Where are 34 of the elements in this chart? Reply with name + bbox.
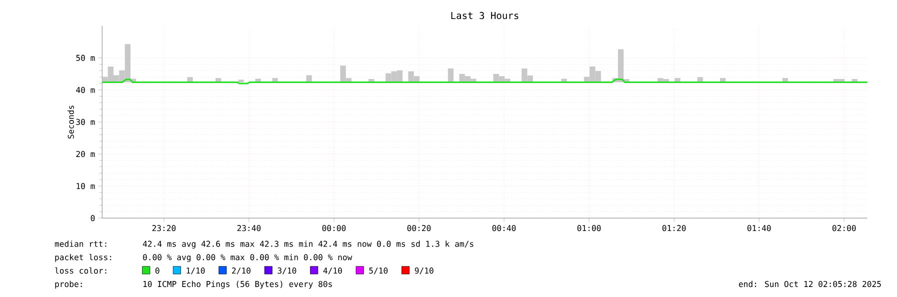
x-tick-label: 00:40 [492,225,516,232]
text: median rtt: [54,240,106,248]
bar [448,68,454,82]
legend-label: 0 [155,268,160,274]
text: end: Sun Oct 12 02:05:28 2025 [738,281,881,288]
text: 42.4 ms avg 42.6 ms max 42.3 ms min 42.4 ms now 0.0 ms sd 1.3 k am/s [142,240,474,249]
text: probe: [55,281,82,289]
text: packet loss: [55,254,112,262]
y-tick-label: 0 [90,215,95,222]
bar [238,80,244,82]
x-tick-label: 02:00 [832,225,856,232]
x-tick-label: 00:20 [407,225,431,232]
x-tick-label: 23:40 [237,225,261,232]
chart-title: Last 3 Hours [451,12,518,20]
x-tick-label: 00:00 [322,225,346,232]
legend-label: 2/10 [232,268,250,275]
y-tick-label: 20 m [76,151,95,158]
y-tick-label: 40 m [76,87,95,94]
text: 10 ICMP Echo Pings (56 Bytes) every 80s [143,281,332,289]
y-tick-label: 10 m [76,183,95,190]
y-tick-label: 30 m [76,119,95,126]
legend-label: 3/10 [278,268,296,275]
legend-label: 1/10 [186,268,205,275]
x-tick-label: 23:20 [152,225,176,232]
x-tick-label: 01:00 [577,225,601,232]
x-tick-label: 01:40 [747,225,771,232]
y-tick-label: 50 m [76,55,95,62]
legend-label: 5/10 [369,268,388,275]
legend-label: 4/10 [323,268,342,275]
legend-title: loss color: [55,268,106,274]
legend-label: 9/10 [414,268,434,275]
text: 0.00 % avg 0.00 % max 0.00 % min 0.00 % now [143,254,352,262]
y-axis-title: Seconds [68,106,74,139]
x-tick-label: 01:20 [662,225,686,232]
